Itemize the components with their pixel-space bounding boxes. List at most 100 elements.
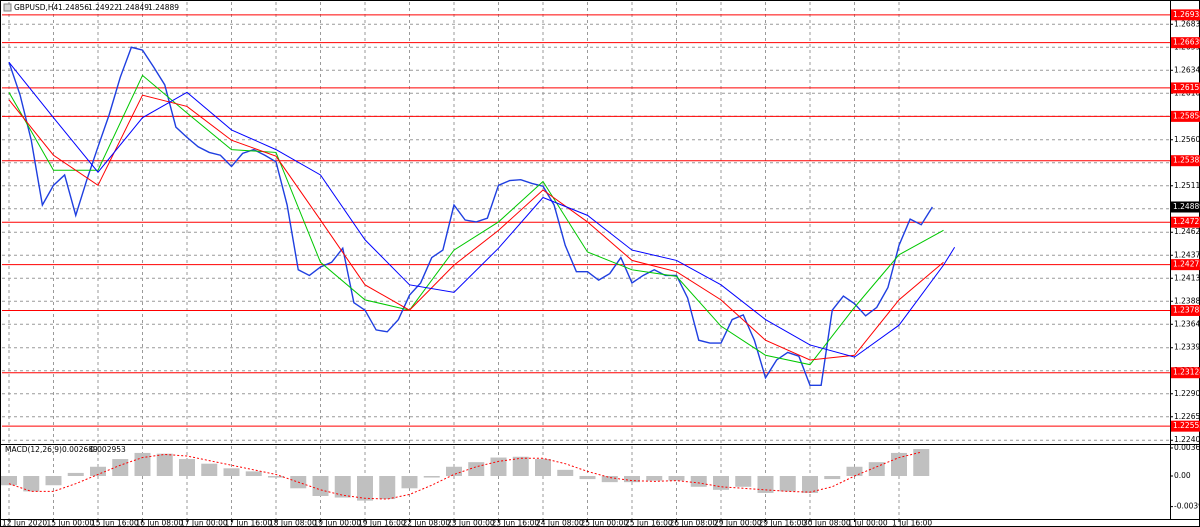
x-tick-label: 25 Jun 00:00 [581, 519, 629, 527]
y-tick-label: 1.25115 [1174, 181, 1200, 190]
x-tick-label: 12 Jun 2020 [2, 519, 47, 527]
macd-bar [179, 459, 195, 476]
macd-bar [668, 476, 685, 481]
level-label-box [1171, 216, 1200, 228]
y-tick-label: 1.22900 [1174, 389, 1200, 398]
macd-bar [512, 456, 529, 476]
macd-bar [134, 452, 151, 476]
macd-bar [156, 453, 173, 476]
moving-average [8, 94, 944, 361]
macd-bar [1, 476, 17, 486]
x-tick-label: 15 Jun 00:00 [47, 519, 95, 527]
macd-bar [423, 476, 440, 478]
level-label: 1.23787 [1173, 305, 1200, 314]
y-tick-label: 1.24130 [1174, 273, 1200, 282]
y-tick-label: 0.00 [1174, 471, 1191, 480]
level-label: 1.26157 [1173, 83, 1200, 92]
x-tick-label: 29 Jun 00:00 [714, 519, 762, 527]
x-tick-label: 1 Jul 00:00 [848, 519, 888, 527]
macd-bar [67, 472, 84, 476]
ohlc-high: 1.24922 [88, 3, 119, 12]
macd-bar [891, 452, 907, 476]
x-tick-label: 18 Jun 08:00 [269, 519, 317, 527]
level-label: 1.25382 [1173, 156, 1200, 165]
macd-bar [357, 476, 373, 501]
symbol-title: GBPUSD,H4 [14, 3, 59, 12]
y-tick-label: 0.003644 [1174, 443, 1200, 452]
x-tick-label: 30 Jun 08:00 [803, 519, 851, 527]
x-tick-label: 15 Jun 16:00 [91, 519, 139, 527]
level-label-box [1171, 37, 1200, 49]
last-price-label: 1.24889 [1173, 202, 1200, 211]
macd-bar [223, 468, 240, 476]
x-tick-label: 16 Jun 08:00 [136, 519, 184, 527]
macd-bar [490, 457, 507, 476]
macd-title: MACD(12,26,9) [5, 445, 62, 454]
macd-bar [312, 476, 329, 496]
macd-bar [45, 476, 62, 486]
macd-bar [112, 459, 129, 476]
macd-bar [379, 476, 396, 500]
level-label-box [1171, 367, 1200, 379]
macd-bar [535, 459, 551, 476]
y-tick-label: 1.26835 [1174, 19, 1200, 28]
macd-bar [713, 476, 729, 490]
x-tick-label: 25 Jun 16:00 [625, 519, 673, 527]
macd-bar [802, 476, 818, 493]
x-tick-label: 23 Jun 00:00 [447, 519, 495, 527]
macd-bar [646, 476, 663, 481]
level-label-box [1171, 304, 1200, 316]
level-label-box [1171, 110, 1200, 122]
x-tick-label: 24 Jun 08:00 [536, 519, 584, 527]
y-tick-label: 1.26345 [1174, 65, 1200, 74]
y-tick-label: 1.22405 [1174, 435, 1200, 444]
y-tick-label: 1.23640 [1174, 319, 1200, 328]
x-tick-label: 19 Jun 00:00 [314, 519, 362, 527]
macd-bar [690, 476, 707, 487]
level-label-box [1171, 9, 1200, 21]
macd-signal-value: 0.002953 [90, 445, 126, 454]
macd-bar [846, 466, 863, 476]
y-tick-label: 1.22655 [1174, 412, 1200, 421]
macd-bar [735, 476, 752, 487]
level-label-box [1171, 82, 1200, 94]
level-label-box [1171, 155, 1200, 167]
x-tick-label: 17 Jun 00:00 [180, 519, 228, 527]
macd-bar [579, 476, 596, 480]
macd-value: 0.002689 [62, 445, 98, 454]
x-tick-label: 17 Jun 16:00 [225, 519, 273, 527]
moving-average [8, 61, 956, 358]
macd-bar [201, 463, 218, 476]
macd-bar [245, 471, 262, 476]
y-tick-label: 1.23390 [1174, 343, 1200, 352]
macd-bar [913, 449, 930, 476]
level-label: 1.26639 [1173, 38, 1200, 47]
macd-bar [557, 469, 574, 476]
moving-average [8, 74, 944, 366]
y-tick-label: 1.24620 [1174, 227, 1200, 236]
price-line [8, 46, 933, 387]
level-label: 1.25854 [1173, 111, 1200, 120]
macd-bar [334, 476, 351, 498]
last-price-box [1171, 201, 1200, 213]
ohlc-low: 1.24849 [118, 3, 149, 12]
macd-bar [468, 462, 485, 476]
x-tick-label: 23 Jun 16:00 [492, 519, 540, 527]
level-label: 1.22555 [1173, 421, 1200, 430]
macd-bar [601, 476, 618, 483]
labels-layer: GBPUSD,H4 1.24856 1.24922 1.24849 1.2488… [2, 3, 1200, 527]
level-label-box [1171, 420, 1200, 432]
macd-bar [446, 466, 462, 476]
y-tick-label: -0.00398 [1174, 502, 1200, 511]
marks-layer [1, 14, 1170, 501]
x-tick-label: 26 Jun 08:00 [670, 519, 718, 527]
macd-bar [268, 476, 284, 478]
x-tick-label: 19 Jun 16:00 [358, 519, 406, 527]
y-tick-label: 1.25605 [1174, 135, 1200, 144]
macd-bar [401, 476, 418, 489]
level-label: 1.24275 [1173, 260, 1200, 269]
macd-bar [779, 476, 796, 492]
macd-bar [23, 476, 40, 492]
